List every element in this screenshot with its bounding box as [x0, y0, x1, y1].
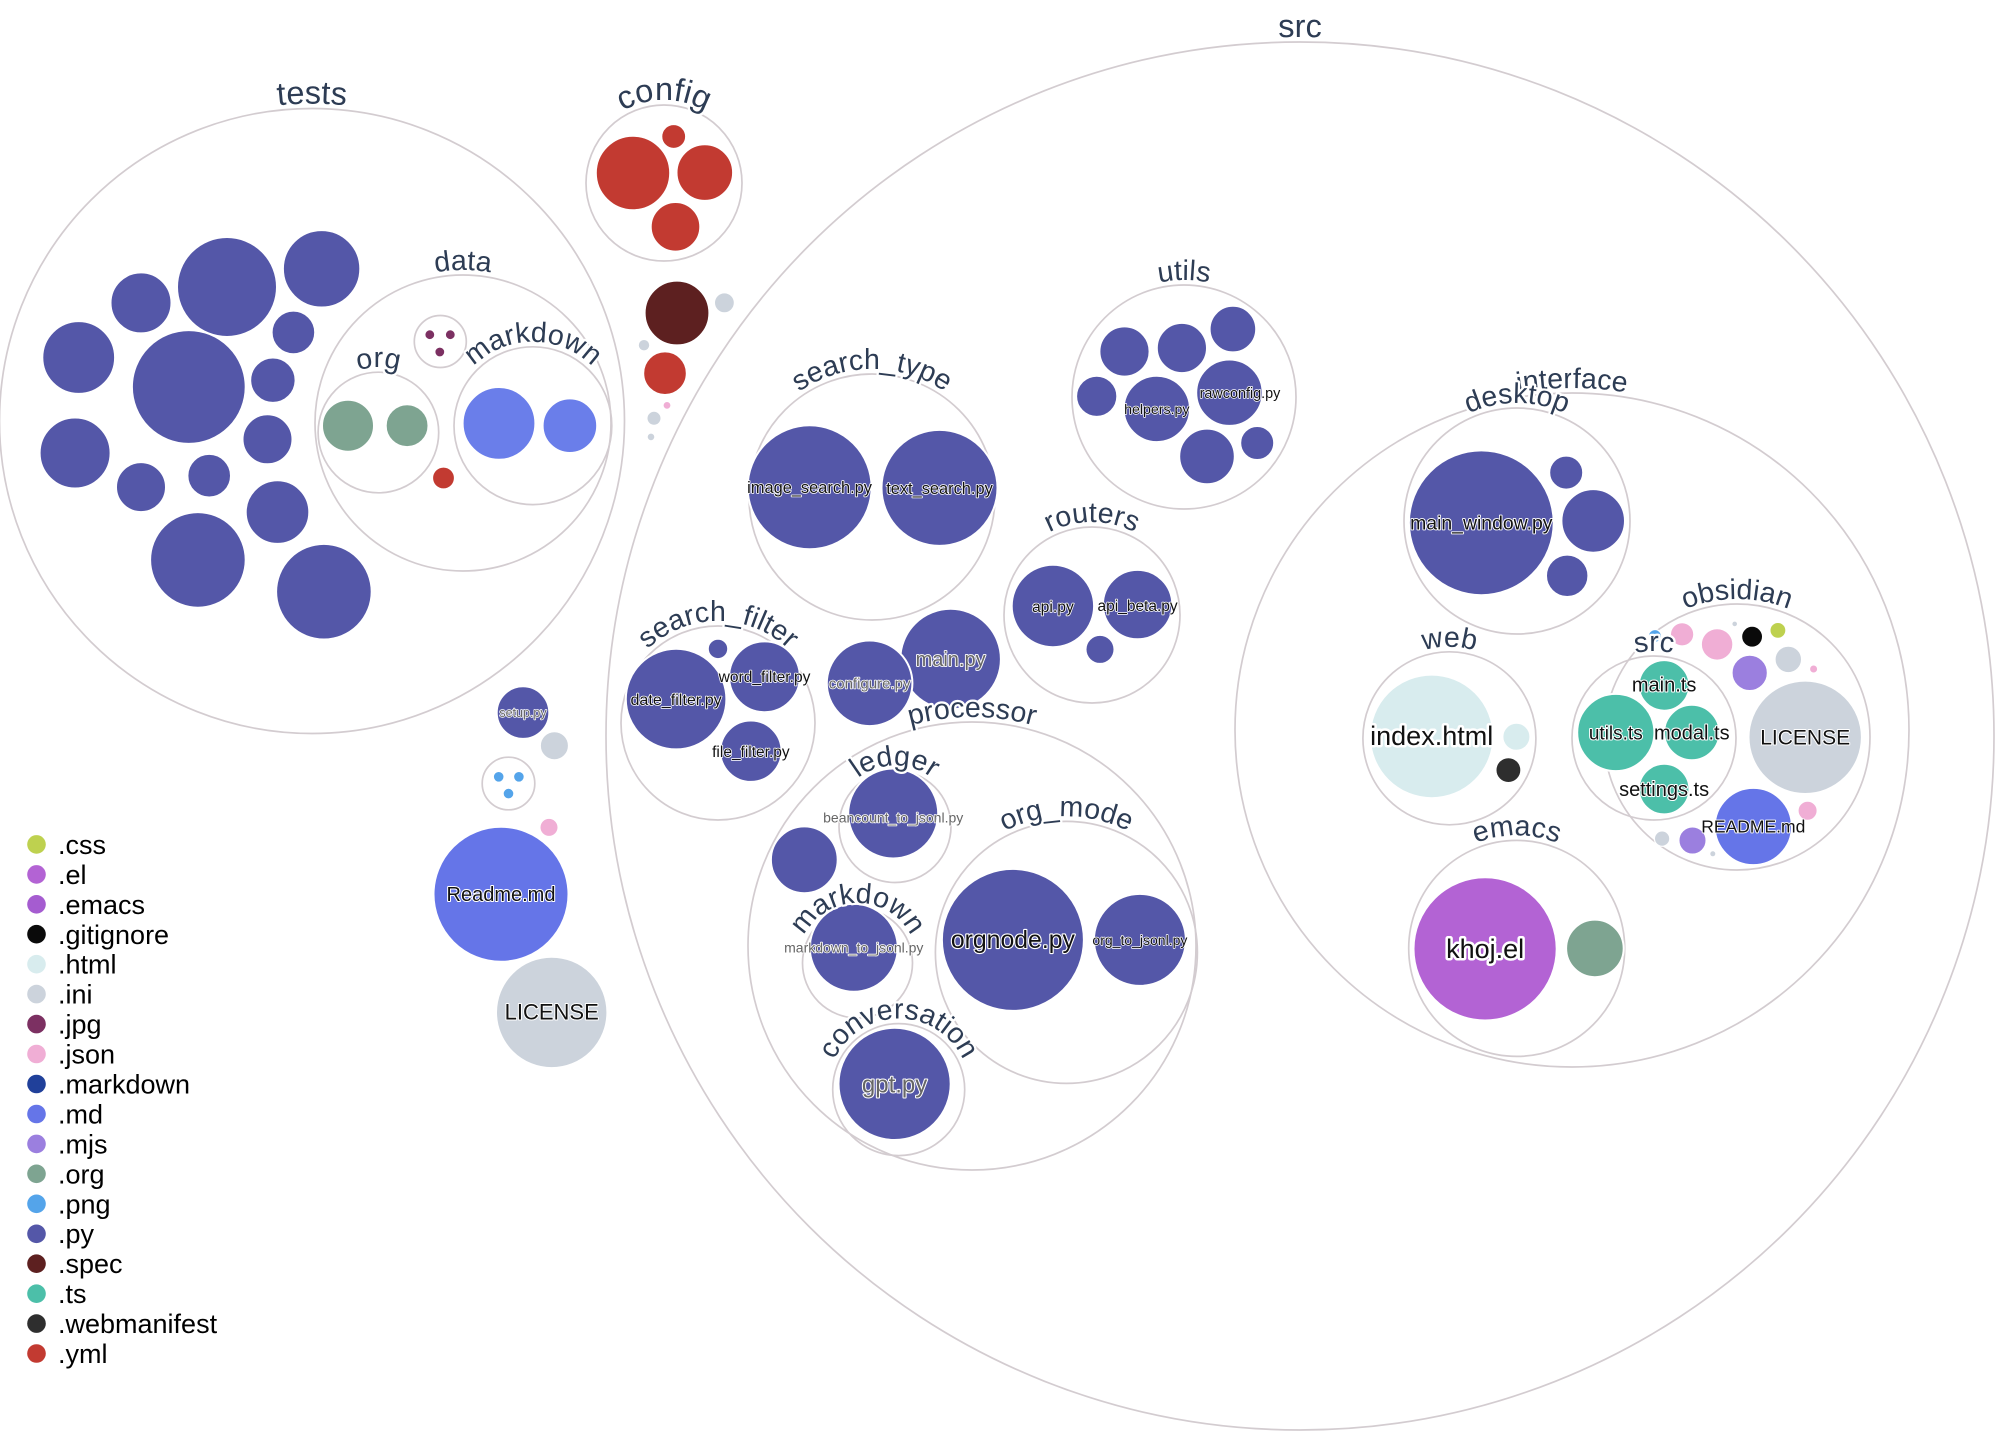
svg-text:.png: .png — [58, 1189, 111, 1219]
svg-text:api_beta.py: api_beta.py — [1098, 598, 1178, 615]
svg-text:.org: .org — [58, 1159, 105, 1189]
svg-text:markdown: markdown — [458, 317, 608, 372]
svg-text:README.md: README.md — [1701, 817, 1805, 837]
svg-text:web: web — [1418, 622, 1480, 657]
svg-text:beancount_to_jsonl.py: beancount_to_jsonl.py — [823, 810, 963, 826]
svg-text:interface: interface — [1514, 363, 1630, 399]
svg-text:src: src — [1632, 626, 1676, 660]
svg-text:.ini: .ini — [58, 980, 93, 1010]
svg-text:LICENSE: LICENSE — [505, 1000, 599, 1025]
svg-text:helpers.py: helpers.py — [1124, 402, 1190, 418]
svg-text:.yml: .yml — [58, 1339, 108, 1369]
svg-text:.css: .css — [58, 830, 106, 860]
svg-text:khoj.el: khoj.el — [1446, 934, 1524, 964]
svg-text:tests: tests — [275, 75, 349, 113]
svg-text:gpt.py: gpt.py — [862, 1072, 927, 1099]
svg-text:config: config — [610, 71, 717, 117]
svg-text:api.py: api.py — [1032, 599, 1074, 616]
svg-text:data: data — [432, 245, 494, 279]
svg-text:.md: .md — [58, 1100, 103, 1130]
svg-text:settings.ts: settings.ts — [1619, 779, 1709, 801]
svg-text:emacs: emacs — [1468, 810, 1565, 850]
svg-text:.markdown: .markdown — [58, 1070, 190, 1100]
svg-text:routers: routers — [1039, 497, 1145, 539]
svg-text:.webmanifest: .webmanifest — [58, 1309, 218, 1339]
svg-text:index.html: index.html — [1370, 721, 1493, 751]
svg-text:image_search.py: image_search.py — [747, 479, 873, 497]
svg-text:.py: .py — [58, 1219, 95, 1249]
svg-text:Readme.md: Readme.md — [447, 884, 556, 906]
svg-text:markdown_to_jsonl.py: markdown_to_jsonl.py — [784, 940, 923, 956]
svg-text:obsidian: obsidian — [1677, 574, 1797, 616]
svg-text:org: org — [353, 342, 403, 377]
svg-text:main_window.py: main_window.py — [1410, 513, 1553, 535]
svg-text:src: src — [1278, 8, 1322, 44]
svg-text:LICENSE: LICENSE — [1760, 727, 1850, 750]
svg-text:.ts: .ts — [58, 1279, 87, 1309]
svg-text:rawconfig.py: rawconfig.py — [1200, 386, 1282, 402]
svg-text:setup.py: setup.py — [499, 706, 547, 720]
svg-text:modal.ts: modal.ts — [1654, 723, 1730, 745]
svg-text:utils.ts: utils.ts — [1589, 724, 1643, 745]
svg-text:processor: processor — [904, 692, 1040, 732]
svg-text:main.py: main.py — [916, 649, 986, 671]
svg-text:utils: utils — [1155, 255, 1213, 289]
svg-text:date_filter.py: date_filter.py — [630, 691, 722, 709]
svg-text:.el: .el — [58, 860, 87, 890]
svg-text:.json: .json — [58, 1040, 115, 1070]
svg-text:.emacs: .emacs — [58, 890, 145, 920]
svg-text:text_search.py: text_search.py — [886, 480, 993, 498]
svg-text:.gitignore: .gitignore — [58, 920, 169, 950]
svg-text:word_filter.py: word_filter.py — [718, 669, 811, 686]
svg-text:.jpg: .jpg — [58, 1010, 102, 1040]
svg-text:main.ts: main.ts — [1632, 675, 1696, 697]
svg-text:configure.py: configure.py — [829, 676, 911, 693]
svg-text:file_filter.py: file_filter.py — [712, 744, 790, 761]
svg-text:search_type: search_type — [786, 344, 958, 398]
svg-text:.html: .html — [58, 950, 117, 980]
svg-text:.spec: .spec — [58, 1249, 123, 1279]
svg-text:org_to_jsonl.py: org_to_jsonl.py — [1092, 932, 1187, 948]
svg-text:orgnode.py: orgnode.py — [951, 927, 1076, 954]
svg-text:.mjs: .mjs — [58, 1129, 108, 1159]
svg-text:org_mode: org_mode — [994, 791, 1138, 837]
